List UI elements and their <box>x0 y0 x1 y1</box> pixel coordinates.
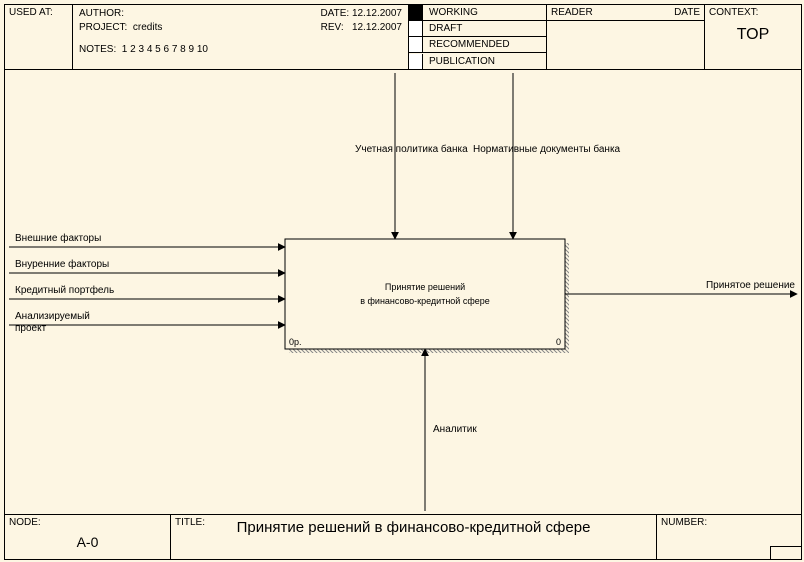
status-checkbox <box>409 54 423 69</box>
footer: NODE: A-0 TITLE: Принятие решений в фина… <box>5 514 801 559</box>
title-label: TITLE: <box>175 517 205 528</box>
usedat-label: USED AT: <box>9 7 53 18</box>
header-usedat: USED AT: <box>5 5 73 69</box>
author-label: AUTHOR: <box>79 8 124 19</box>
idef0-frame: USED AT: AUTHOR: DATE: 12.12.2007 PROJEC… <box>4 4 802 560</box>
status-row: RECOMMENDED <box>409 37 546 53</box>
node-value: A-0 <box>9 534 166 550</box>
status-label: DRAFT <box>423 23 462 34</box>
diagram-text: 0р. <box>289 337 302 347</box>
diagram-text: в финансово-кредитной сфере <box>360 296 490 306</box>
footer-title: TITLE: Принятие решений в финансово-кред… <box>171 515 657 559</box>
control-label: Нормативные документы банка <box>473 144 620 155</box>
project-value: credits <box>133 22 162 33</box>
status-label: RECOMMENDED <box>423 39 510 50</box>
status-checkbox <box>409 21 423 36</box>
project-label: PROJECT: <box>79 22 127 33</box>
input-label: Внуренние факторы <box>15 259 109 270</box>
header-meta: AUTHOR: DATE: 12.12.2007 PROJECT: credit… <box>73 5 409 69</box>
status-row: DRAFT <box>409 21 546 37</box>
date-value: 12.12.2007 <box>352 8 402 19</box>
status-checkbox <box>409 37 423 52</box>
header-context: CONTEXT: TOP <box>705 5 801 69</box>
context-value: TOP <box>709 26 797 44</box>
activity-box <box>285 239 565 349</box>
diagram-canvas: Внешние факторы Внуренние факторы Кредитны… <box>5 69 801 515</box>
reader-date-label: DATE <box>674 7 700 18</box>
status-row: PUBLICATION <box>409 53 546 69</box>
diagram-text: Принятие решений <box>385 282 465 292</box>
status-label: PUBLICATION <box>423 56 495 67</box>
input-label: Кредитный портфель <box>15 285 114 296</box>
output-label: Принятое решение <box>706 280 795 291</box>
footer-node: NODE: A-0 <box>5 515 171 559</box>
notes-value: 1 2 3 4 5 6 7 8 9 10 <box>122 44 208 55</box>
number-label: NUMBER: <box>661 517 707 528</box>
mechanism-label: Аналитик <box>433 424 477 435</box>
status-checkbox <box>409 5 423 20</box>
header-reader: READER DATE <box>547 5 705 69</box>
control-label: Учетная политика банка <box>355 144 468 155</box>
header-status: WORKING DRAFT RECOMMENDED PUBLICATION <box>409 5 547 69</box>
status-row: WORKING <box>409 5 546 21</box>
footer-corner <box>770 546 801 559</box>
context-label: CONTEXT: <box>709 7 797 18</box>
input-label: Внешние факторы <box>15 233 101 244</box>
date-label: DATE: <box>320 8 349 19</box>
reader-label: READER <box>551 7 593 18</box>
status-label: WORKING <box>423 7 478 18</box>
input-label: Анализируемый <box>15 311 90 322</box>
footer-number: NUMBER: <box>657 515 801 559</box>
rev-value: 12.12.2007 <box>352 22 402 33</box>
input-label: проект <box>15 323 46 334</box>
diagram-text: 0 <box>556 337 561 347</box>
notes-label: NOTES: <box>79 44 116 55</box>
title-value: Принятие решений в финансово-кредитной с… <box>175 517 652 537</box>
rev-label: REV: <box>321 22 344 33</box>
header: USED AT: AUTHOR: DATE: 12.12.2007 PROJEC… <box>5 5 801 70</box>
node-label: NODE: <box>9 517 166 528</box>
diagram-svg: Принятие решений в финансово-кредитной сф… <box>5 69 801 515</box>
